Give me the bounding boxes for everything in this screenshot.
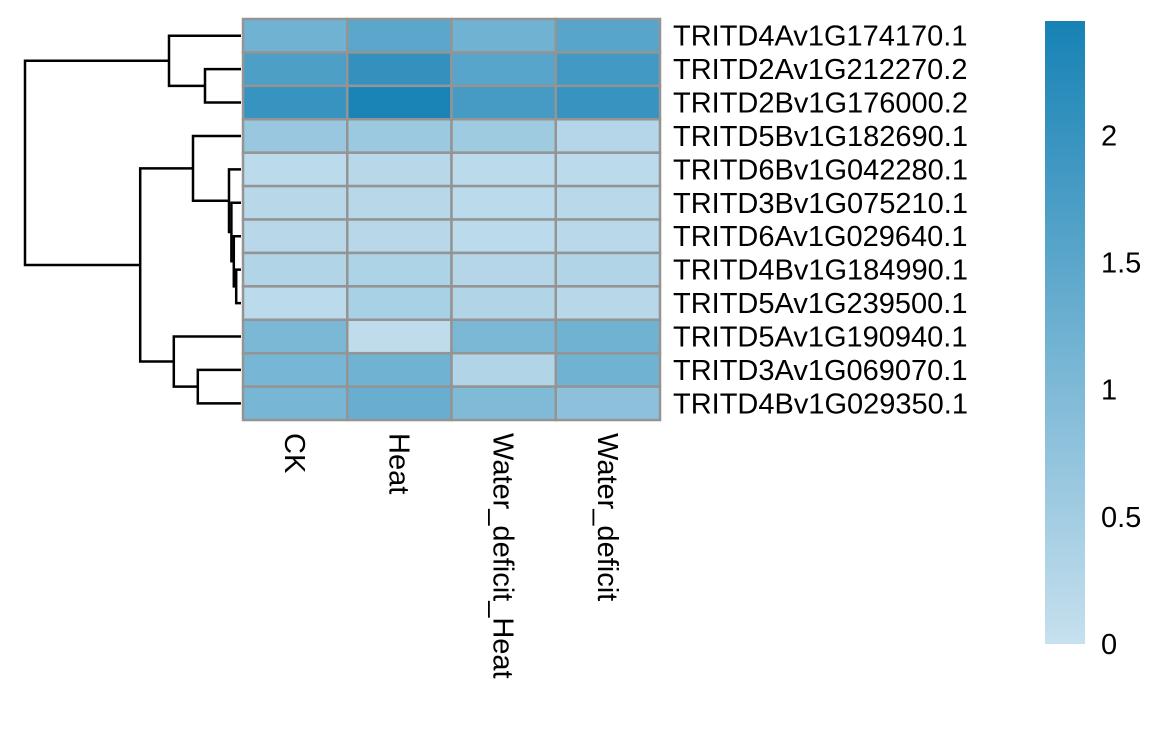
legend-tick-label: 1.5 <box>1101 248 1141 280</box>
heatmap-cell <box>241 218 349 255</box>
column-label: CK <box>278 433 310 474</box>
heatmap-cell <box>554 118 662 154</box>
heatmap-cells <box>241 17 662 422</box>
heatmap-cell <box>346 151 453 188</box>
heatmap-cell <box>241 84 349 121</box>
heatmap-cell <box>346 218 453 255</box>
dendrogram-branch <box>172 335 241 388</box>
legend-tick-label: 1 <box>1101 375 1117 407</box>
row-label: TRITD4Av1G174170.1 <box>673 21 967 53</box>
heatmap-cell <box>346 84 453 121</box>
row-label: TRITD6Av1G029640.1 <box>673 221 967 253</box>
row-label: TRITD5Av1G190940.1 <box>673 321 967 353</box>
color-legend: 0 0.5 1 1.5 2 <box>1045 21 1141 661</box>
heatmap-cell <box>346 118 453 154</box>
row-label: TRITD6Bv1G042280.1 <box>673 154 968 186</box>
heatmap-cell <box>554 251 662 288</box>
dendrogram-branch <box>234 268 241 305</box>
heatmap-cell <box>554 151 662 188</box>
column-label: Water_deficit <box>591 433 623 601</box>
heatmap-cell <box>241 17 349 54</box>
row-labels: TRITD4Av1G174170.1TRITD2Av1G212270.2TRIT… <box>673 21 968 421</box>
row-label: TRITD3Av1G069070.1 <box>673 355 967 387</box>
row-label: TRITD4Bv1G184990.1 <box>673 255 968 287</box>
row-label: TRITD4Bv1G029350.1 <box>673 388 968 420</box>
heatmap-cell <box>554 218 662 255</box>
row-label: TRITD5Bv1G182690.1 <box>673 121 968 153</box>
heatmap-cell <box>450 351 557 388</box>
heatmap-cell <box>554 17 662 54</box>
dendrogram-branch <box>203 67 241 104</box>
heatmap-cell <box>346 184 453 221</box>
color-legend-bar <box>1045 21 1085 644</box>
heatmap-cell <box>346 285 453 322</box>
column-labels: CK Heat Water_deficit_Heat Water_deficit <box>278 433 623 679</box>
heatmap-cell <box>450 151 557 188</box>
heatmap-cell <box>346 51 453 88</box>
heatmap-cell <box>554 351 662 388</box>
row-dendrogram <box>23 34 241 405</box>
heatmap-cell <box>554 318 662 355</box>
row-label: TRITD3Bv1G075210.1 <box>673 188 968 220</box>
dendrogram-branch <box>196 368 241 405</box>
heatmap-cell <box>241 251 349 288</box>
row-label: TRITD2Av1G212270.2 <box>673 54 967 86</box>
heatmap-cell <box>241 385 349 422</box>
heatmap-cell <box>346 351 453 388</box>
heatmap-cell <box>554 51 662 88</box>
legend-tick-label: 2 <box>1101 120 1117 152</box>
dendrogram-branch <box>138 167 193 363</box>
heatmap-cell <box>450 184 557 221</box>
dendrogram-branch <box>23 59 169 267</box>
heatmap-cell <box>450 318 557 355</box>
row-label: TRITD5Av1G239500.1 <box>673 288 967 320</box>
heatmap-cell <box>450 51 557 88</box>
heatmap-cell <box>554 385 662 422</box>
heatmap-cell <box>450 118 557 154</box>
heatmap-cell <box>241 351 349 388</box>
heatmap-cell <box>346 385 453 422</box>
heatmap-cell <box>554 84 662 121</box>
row-label: TRITD2Bv1G176000.2 <box>673 88 968 120</box>
heatmap-cell <box>450 84 557 121</box>
heatmap-cell <box>450 218 557 255</box>
heatmap-cell <box>241 285 349 322</box>
heatmap-cell <box>346 251 453 288</box>
column-label: Heat <box>382 433 414 494</box>
heatmap-cell <box>554 184 662 221</box>
heatmap-cell <box>554 285 662 322</box>
heatmap-cell <box>241 151 349 188</box>
heatmap-cell <box>450 285 557 322</box>
heatmap-cell <box>346 17 453 54</box>
heatmap-cell <box>450 385 557 422</box>
column-label: Water_deficit_Heat <box>487 433 519 679</box>
legend-tick-label: 0.5 <box>1101 502 1141 534</box>
heatmap-cell <box>346 318 453 355</box>
heatmap-cell <box>450 17 557 54</box>
heatmap-cell <box>241 51 349 88</box>
heatmap-cell <box>241 184 349 221</box>
heatmap-cell <box>450 251 557 288</box>
legend-tick-label: 0 <box>1101 629 1117 661</box>
heatmap-cell <box>241 318 349 355</box>
heatmap-cell <box>241 118 349 154</box>
